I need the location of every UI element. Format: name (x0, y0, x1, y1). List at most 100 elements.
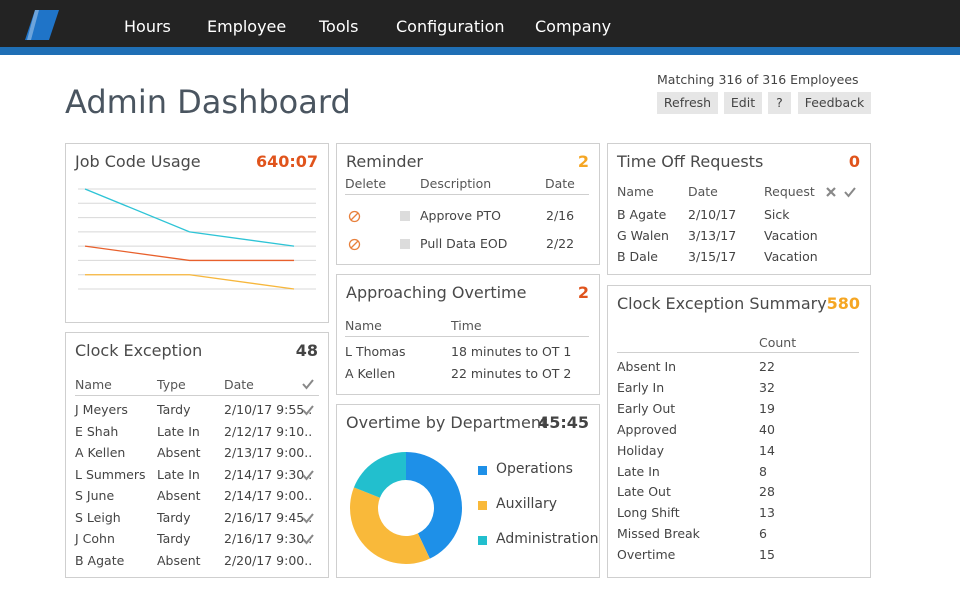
accent-stripe (0, 47, 960, 55)
panel-title: Approaching Overtime (346, 283, 527, 302)
table-cell: S June (75, 488, 115, 503)
panel-count: 48 (295, 341, 318, 360)
button[interactable]: ? (768, 92, 791, 114)
panel-count: 640:07 (255, 152, 318, 171)
panel (65, 332, 329, 578)
panel (607, 143, 871, 275)
table-cell: Approved (617, 421, 677, 437)
nav-item[interactable]: Hours (124, 17, 171, 36)
table-cell: 15 (759, 547, 775, 563)
column-header: Description (420, 176, 492, 191)
delete-slash (350, 240, 359, 249)
table-cell: J Cohn (75, 531, 115, 546)
donut-slice (406, 452, 462, 559)
table-cell: 2/13/17 9:00.. (224, 445, 313, 460)
table-cell: B Agate (617, 207, 667, 222)
table-cell: Pull Data EOD (420, 236, 508, 251)
table-cell: 19 (759, 400, 775, 416)
table-cell: S Leigh (75, 509, 121, 525)
table-cell: Tardy (157, 509, 191, 525)
checkbox[interactable] (400, 211, 410, 221)
table-cell: 2/10/17 (688, 207, 737, 222)
table-cell: 2/14/17 9:30.. (224, 466, 313, 482)
table-cell: 22 (759, 359, 775, 374)
button[interactable]: Refresh (657, 92, 718, 114)
table-cell: Tardy (157, 402, 191, 417)
check-mark (844, 187, 856, 198)
table-cell: 3/13/17 (688, 228, 737, 243)
button[interactable]: Edit (724, 92, 762, 114)
table-cell: A Kellen (345, 365, 396, 381)
table-cell: Approve PTO (420, 208, 502, 223)
panel (65, 143, 329, 323)
delete-circle (348, 210, 361, 223)
nav-item[interactable]: Employee (207, 17, 287, 36)
button[interactable]: Feedback (798, 92, 871, 114)
check-icon (302, 469, 314, 481)
cross-mark (826, 187, 836, 197)
table-cell: 2/22 (546, 236, 575, 251)
table-cell: 2/16/17 9:45.. (224, 509, 313, 525)
legend-swatch (478, 501, 487, 510)
column-header: Request (764, 184, 815, 199)
table-cell: 40 (759, 421, 775, 437)
table-cell: Absent (157, 552, 201, 568)
table-cell: 13 (759, 505, 775, 521)
table-cell: 6 (759, 526, 767, 542)
table-cell: Vacation (764, 249, 818, 264)
nav-item[interactable]: Company (535, 17, 612, 36)
table-cell: Overtime (617, 547, 676, 563)
column-header: Name (617, 184, 654, 199)
column-header: Date (688, 184, 718, 199)
column-header: Date (224, 377, 254, 392)
donut-chart (350, 452, 462, 564)
page-title: Admin Dashboard (65, 83, 351, 121)
delete-icon (348, 238, 361, 251)
panel-title: Reminder (346, 152, 423, 171)
panel (336, 143, 600, 265)
column-header: Time (451, 318, 482, 333)
panel-count: 2 (577, 283, 589, 302)
check-icon (302, 405, 314, 416)
top-bar (0, 0, 960, 47)
donut-slice (350, 487, 430, 564)
table-cell: 14 (759, 442, 775, 458)
checkbox[interactable] (400, 239, 410, 249)
divider (75, 395, 319, 396)
donut-slice (353, 452, 406, 498)
series-line (84, 245, 294, 262)
table-cell: Late In (157, 423, 200, 439)
table-cell: 22 minutes to OT 2 (451, 365, 572, 381)
nav-item[interactable]: Configuration (396, 17, 505, 36)
table-cell: Absent (157, 488, 201, 503)
table-cell: 2/16/17 9:30.. (224, 531, 313, 546)
table-cell: Late In (617, 463, 660, 479)
panel (607, 285, 871, 578)
table-cell: Long Shift (617, 505, 680, 521)
table-cell: A Kellen (75, 445, 126, 460)
check-icon (302, 534, 314, 545)
panel-count: 0 (848, 152, 860, 171)
table-cell: 8 (759, 463, 767, 479)
table-cell: 2/20/17 9:00.. (224, 552, 313, 568)
logo[interactable] (25, 6, 65, 46)
table-cell: 28 (759, 484, 775, 500)
table-cell: Sick (764, 207, 790, 222)
column-header: Type (157, 377, 186, 392)
check-icon (302, 512, 314, 524)
table-cell: L Thomas (345, 344, 406, 359)
check-icon (302, 379, 314, 390)
table-cell: E Shah (75, 423, 119, 439)
legend-label: Administration (496, 531, 599, 547)
legend-swatch (478, 466, 487, 475)
table-cell: Late In (157, 466, 200, 482)
check-mark (302, 534, 314, 545)
table-cell: 2/10/17 9:55.. (224, 402, 313, 417)
column-header: Date (545, 176, 575, 191)
table-cell: Missed Break (617, 526, 700, 542)
column-header: Count (759, 335, 797, 350)
nav-item[interactable]: Tools (319, 17, 359, 36)
legend-swatch (478, 536, 487, 545)
check-icon (844, 187, 856, 198)
